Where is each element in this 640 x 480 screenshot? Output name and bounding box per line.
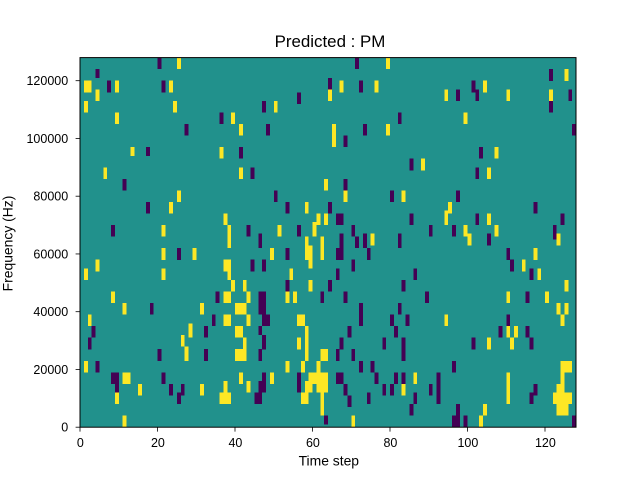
svg-text:120: 120 [535,436,556,450]
svg-text:Predicted : PM: Predicted : PM [275,32,386,51]
svg-text:Frequency (Hz): Frequency (Hz) [0,196,16,292]
svg-text:40000: 40000 [33,305,68,319]
svg-text:Time step: Time step [299,453,360,469]
svg-text:120000: 120000 [26,74,68,88]
svg-text:40: 40 [228,436,242,450]
svg-text:20000: 20000 [33,363,68,377]
svg-text:20: 20 [151,436,165,450]
svg-text:60: 60 [306,436,320,450]
svg-text:0: 0 [77,436,84,450]
svg-text:80: 80 [383,436,397,450]
svg-text:60000: 60000 [33,247,68,261]
svg-text:80000: 80000 [33,190,68,204]
svg-text:100: 100 [457,436,478,450]
svg-text:0: 0 [61,421,68,435]
svg-text:100000: 100000 [26,132,68,146]
